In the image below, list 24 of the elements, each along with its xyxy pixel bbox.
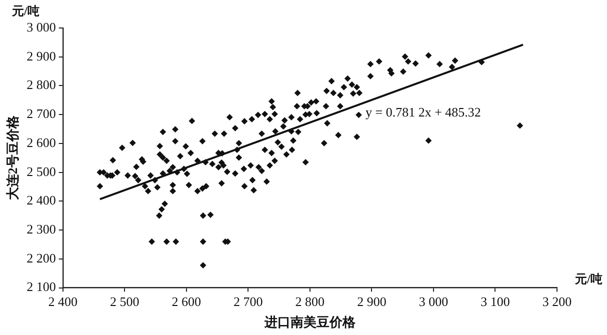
- x-tick-label: 2 600: [172, 294, 202, 310]
- x-tick-label: 2 800: [295, 294, 325, 310]
- y-tick-label: 2 800: [26, 77, 56, 92]
- y-tick-label: 2 500: [26, 164, 56, 179]
- x-tick-label: 2 500: [110, 294, 140, 310]
- x-tick-label: 3 000: [418, 294, 448, 310]
- x-axis-title: 进口南美豆价格: [263, 314, 356, 330]
- y-tick-label: 2 700: [26, 106, 56, 122]
- y-tick-label: 2 100: [26, 279, 56, 294]
- y-tick-label: 2 600: [26, 134, 56, 150]
- x-tick-label: 2 700: [234, 294, 263, 310]
- x-tick-label: 2 400: [48, 294, 78, 310]
- y-tick-label: 3 000: [26, 19, 56, 34]
- annotation: y = 0.781 2x + 485.32: [366, 104, 481, 120]
- text: 元/吨: [574, 272, 602, 286]
- y-tick-label: 2 900: [26, 48, 56, 64]
- y-tick-label: 2 300: [26, 221, 56, 236]
- y-axis-title: 大连2号豆价格: [5, 114, 20, 200]
- y-tick-label: 2 400: [26, 192, 56, 208]
- x-tick-label: 3 200: [542, 294, 572, 310]
- text: 元/吨: [11, 4, 40, 18]
- x-tick-label: 2 900: [357, 294, 386, 310]
- y-tick-label: 2 200: [26, 250, 56, 266]
- x-tick-label: 3 100: [480, 294, 510, 310]
